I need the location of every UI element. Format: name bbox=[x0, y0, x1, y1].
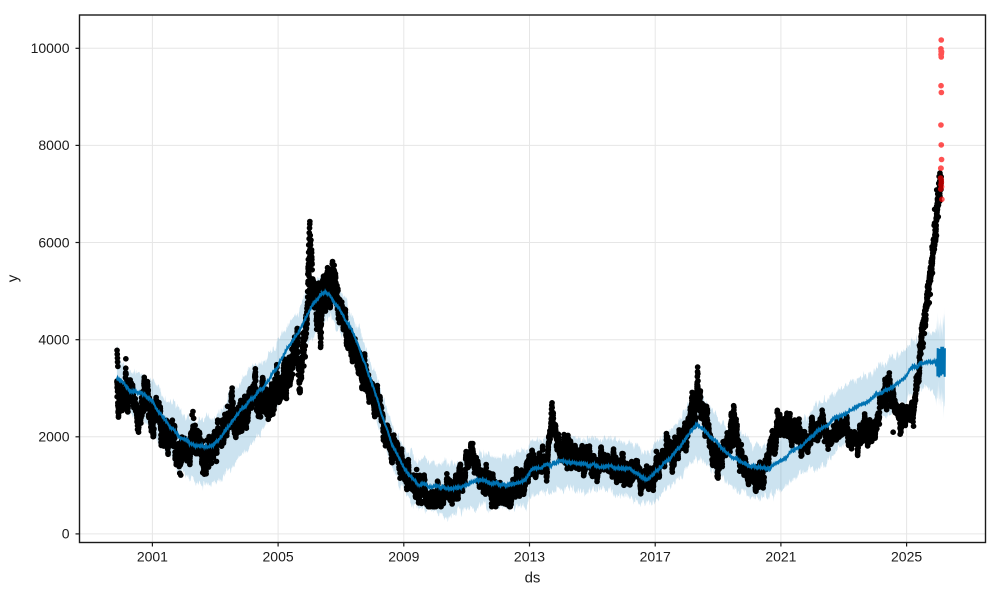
svg-text:10000: 10000 bbox=[31, 40, 70, 56]
svg-text:2021: 2021 bbox=[765, 549, 796, 565]
svg-text:2009: 2009 bbox=[388, 549, 419, 565]
svg-text:2000: 2000 bbox=[38, 429, 69, 445]
svg-text:2013: 2013 bbox=[514, 549, 545, 565]
svg-text:y: y bbox=[5, 274, 22, 282]
svg-text:6000: 6000 bbox=[38, 234, 69, 250]
svg-text:2017: 2017 bbox=[640, 549, 671, 565]
svg-text:2001: 2001 bbox=[137, 549, 168, 565]
svg-text:8000: 8000 bbox=[38, 137, 69, 153]
svg-text:0: 0 bbox=[62, 526, 70, 542]
svg-text:4000: 4000 bbox=[38, 332, 69, 348]
svg-text:2005: 2005 bbox=[263, 549, 294, 565]
svg-text:ds: ds bbox=[525, 570, 541, 587]
svg-text:2025: 2025 bbox=[891, 549, 922, 565]
